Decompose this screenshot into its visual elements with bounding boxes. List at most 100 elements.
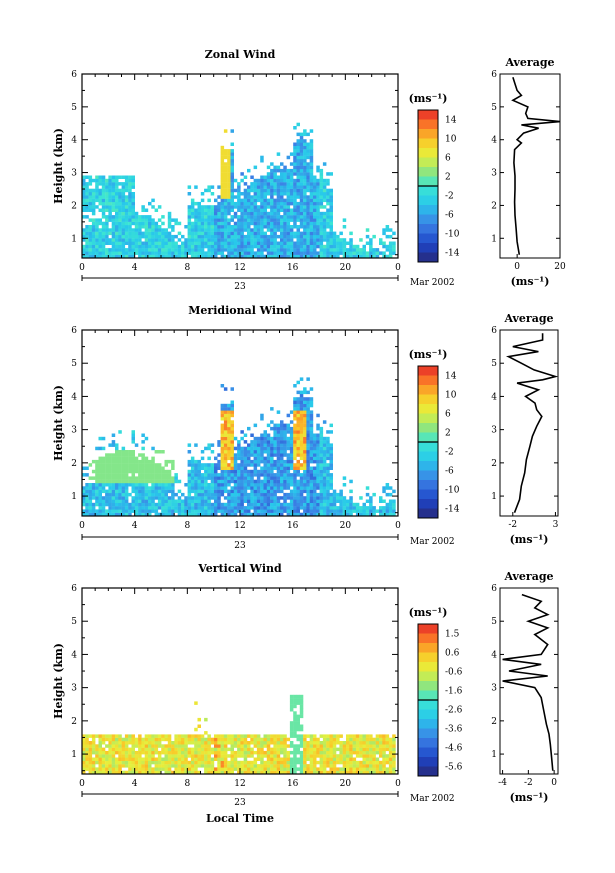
heatmap-cell [111,747,116,752]
heatmap-cell [293,440,297,444]
heatmap-cell [194,228,198,232]
heatmap-cell [293,430,297,434]
average-title: Average [504,56,554,69]
heatmap-cell [141,509,145,513]
heatmap-cell [134,238,139,242]
heatmap-cell [319,757,324,761]
heatmap-cell [88,734,93,738]
heatmap-cell [303,754,307,758]
heatmap-cell [151,744,155,748]
y-tick-label: 6 [71,584,77,594]
heatmap-cell [280,767,284,771]
heatmap-cell [138,496,142,500]
heatmap-cell [223,185,228,189]
heatmap-cell [164,473,168,477]
heatmap-cell [273,489,277,494]
heatmap-cell [253,225,258,229]
heatmap-cell [332,734,337,738]
heatmap-cell [88,509,93,513]
heatmap-cell [260,225,264,229]
heatmap-cell [369,747,373,752]
heatmap-cell [309,182,314,186]
heatmap-cell [303,506,307,510]
heatmap-cell [214,770,218,775]
heatmap-cell [131,248,135,252]
heatmap-cell [220,453,225,457]
heatmap-cell [151,463,155,467]
heatmap-cell [151,760,155,765]
heatmap-cell [299,734,304,738]
heatmap-cell [118,456,122,461]
heatmap-cell [115,215,119,219]
heatmap-cell [280,479,284,484]
heatmap-cell [118,228,122,232]
heatmap-cell [118,251,122,255]
heatmap-cell [227,251,231,255]
heatmap-cell [227,426,231,431]
heatmap-cell [95,182,99,186]
avg-y-tick-label: 3 [491,684,497,694]
heatmap-cell [273,483,277,487]
heatmap-cell [270,486,274,490]
heatmap-cell [227,430,231,434]
heatmap-cell [237,453,241,457]
colorbar-tick-label: 1.5 [445,630,460,640]
colorbar-swatch [418,690,438,701]
heatmap-cell [270,211,274,216]
heatmap-cell [101,741,106,745]
heatmap-cell [286,440,291,444]
heatmap-cell [247,473,251,477]
heatmap-cell [223,469,228,474]
heatmap-cell [115,502,119,507]
heatmap-cell [194,234,198,239]
heatmap-cell [230,426,234,431]
heatmap-cell [138,492,142,497]
heatmap-cell [134,757,139,761]
heatmap-cell [131,436,135,441]
heatmap-cell [154,473,159,477]
heatmap-cell [223,463,228,467]
heatmap-cell [184,241,188,245]
heatmap-cell [266,757,271,761]
heatmap-cell [85,757,89,761]
heatmap-cell [247,734,251,738]
heatmap-cell [121,208,126,212]
heatmap-cell [243,198,248,203]
heatmap-cell [299,185,304,189]
heatmap-cell [124,231,129,236]
heatmap-cell [303,251,307,255]
heatmap-cell [392,241,396,245]
heatmap-cell [210,248,215,252]
heatmap-cell [316,741,320,745]
heatmap-cell [154,228,159,232]
heatmap-cell [250,506,254,510]
heatmap-cell [111,737,116,742]
heatmap-cell [369,251,373,255]
heatmap-cell [280,489,284,494]
heatmap-cell [214,486,218,490]
heatmap-cell [240,734,244,738]
heatmap-cell [217,248,221,252]
heatmap-cell [197,205,201,209]
heatmap-cell [243,188,248,193]
heatmap-cell [276,178,281,183]
heatmap-cell [167,770,172,775]
heatmap-cell [134,737,139,742]
heatmap-cell [306,502,310,507]
heatmap-cell [349,744,353,748]
heatmap-cell [207,469,211,474]
heatmap-cell [164,479,168,484]
heatmap-cell [210,486,215,490]
heatmap-cell [299,446,304,451]
heatmap-cell [299,410,304,414]
heatmap-cell [293,450,297,454]
heatmap-cell [273,479,277,484]
heatmap-cell [141,244,145,249]
heatmap-cell [220,502,225,507]
heatmap-cell [260,446,264,451]
heatmap-cell [101,192,106,196]
heatmap-cell [289,463,294,467]
heatmap-cell [260,456,264,461]
heatmap-cell [121,486,126,490]
y-tick-label: 2 [71,201,77,211]
